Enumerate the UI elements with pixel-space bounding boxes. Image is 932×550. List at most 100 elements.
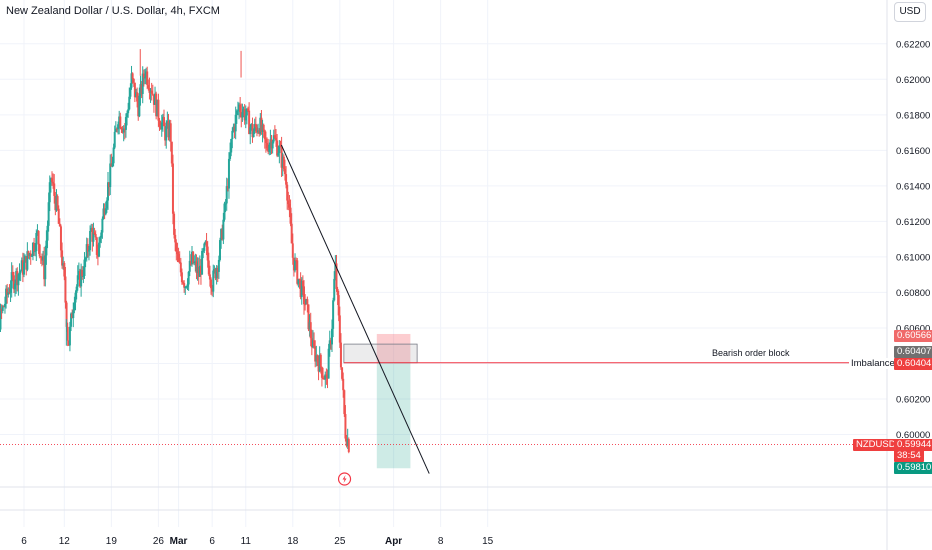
candle-body: [263, 130, 266, 140]
candle-body: [19, 270, 22, 273]
candle-body: [6, 288, 9, 295]
candle-body: [220, 229, 223, 241]
candle-body: [327, 348, 330, 379]
candle-body: [258, 130, 261, 134]
candle-body: [309, 322, 312, 339]
candle-body: [280, 146, 283, 168]
candle-body: [244, 115, 247, 121]
candle-body: [100, 232, 103, 238]
candle-body: [17, 274, 20, 286]
chart-title: New Zealand Dollar / U.S. Dollar, 4h, FX…: [6, 5, 220, 17]
price-tick-label: 0.62000: [896, 75, 930, 86]
candle-body: [316, 355, 319, 362]
candle-body: [7, 291, 10, 295]
candle-body: [219, 240, 221, 260]
candle-body: [211, 288, 214, 292]
candle-body: [329, 340, 332, 345]
candle-body: [346, 439, 349, 446]
candle-body: [90, 227, 93, 231]
candle-body: [112, 147, 115, 164]
candle-body: [132, 78, 135, 83]
candle-body: [70, 313, 73, 327]
candle-body: [300, 281, 303, 298]
candle-body: [63, 263, 66, 277]
candle-body: [347, 439, 350, 452]
candle-body: [65, 302, 68, 327]
candle-body: [257, 130, 260, 133]
candle-body: [68, 326, 71, 346]
candle-body: [226, 186, 229, 189]
candle-body: [279, 145, 282, 147]
candle-body: [308, 322, 311, 330]
candle-body: [301, 281, 304, 287]
candle-body: [107, 182, 109, 201]
candle-body: [342, 378, 345, 391]
candle-body: [103, 208, 106, 215]
candle-body: [86, 244, 89, 252]
candle-body: [305, 299, 308, 305]
time-tick-label: 15: [482, 536, 494, 547]
candle-body: [224, 203, 227, 205]
candle-body: [249, 127, 252, 135]
candle-body: [113, 131, 116, 148]
candle-body: [303, 286, 305, 305]
price-label-upper: 0.60566: [894, 330, 932, 342]
candle-body: [339, 342, 342, 368]
candle-body: [143, 77, 146, 79]
time-tick-label: 12: [59, 536, 71, 547]
candle-body: [271, 141, 274, 149]
candle-body: [163, 117, 165, 127]
candle-body: [272, 135, 275, 142]
candle-body: [30, 255, 33, 257]
candle-body: [10, 272, 13, 289]
time-tick-label: 8: [438, 536, 444, 547]
price-tick-label: 0.61800: [896, 110, 930, 121]
candle-body: [102, 208, 105, 219]
candle-body: [299, 279, 302, 298]
candle-body: [0, 308, 2, 330]
candle-body: [259, 117, 262, 134]
time-tick-label: 11: [241, 536, 252, 547]
candle-body: [105, 200, 108, 209]
price-tick-label: 0.62200: [896, 39, 930, 50]
candle-body: [35, 233, 38, 252]
candle-body: [157, 99, 160, 121]
flash-icon-glyph: [342, 475, 347, 483]
price-tick-label: 0.60000: [896, 430, 930, 441]
candle-body: [215, 267, 218, 279]
candle-body: [292, 257, 295, 271]
candle-body: [295, 260, 298, 262]
candle-body: [232, 126, 235, 131]
candle-body: [165, 126, 168, 141]
candle-body: [204, 241, 207, 244]
candle-body: [84, 258, 87, 260]
currency-button[interactable]: USD: [894, 2, 926, 22]
candle-body: [212, 270, 215, 292]
candle-body: [175, 242, 178, 252]
candle-body: [182, 282, 185, 284]
candle-body: [127, 109, 130, 114]
time-tick-label: Apr: [385, 536, 402, 547]
candle-body: [62, 263, 65, 266]
candle-body: [136, 92, 139, 102]
candle-body: [21, 260, 24, 275]
price-tick-label: 0.60600: [896, 323, 930, 334]
candle-body: [268, 144, 271, 152]
candle-body: [285, 174, 288, 185]
candle-body: [281, 156, 284, 168]
candle-body: [241, 112, 244, 118]
candle-body: [319, 354, 322, 368]
candle-body: [46, 225, 49, 241]
order-block-rect: [343, 343, 418, 364]
candle-body: [27, 251, 30, 256]
candle-body: [273, 135, 276, 138]
candle-body: [304, 304, 307, 306]
price-tick-label: 0.61600: [896, 146, 930, 157]
candle-body: [26, 251, 29, 270]
candle-body: [236, 110, 239, 112]
candle-body: [317, 361, 320, 372]
time-tick-label: 19: [106, 536, 118, 547]
candle-body: [275, 137, 277, 141]
candle-body: [283, 168, 286, 175]
